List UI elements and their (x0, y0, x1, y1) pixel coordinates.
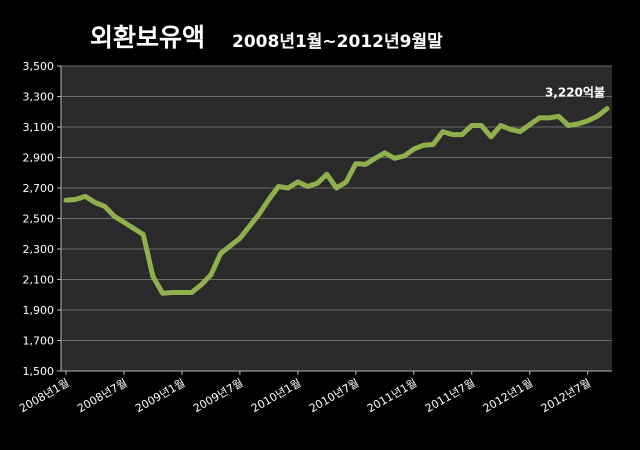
annotations: 3,220억불 (545, 86, 605, 100)
y-tick-label: 3,500 (23, 60, 55, 73)
x-tick-label: 2008년1월 (17, 376, 71, 415)
y-tick-label: 3,100 (23, 121, 55, 134)
y-tick-label: 1,500 (23, 365, 55, 378)
data-point (363, 162, 368, 167)
data-point (247, 224, 252, 229)
x-tick-label: 2011년7월 (423, 376, 477, 415)
y-tick-label: 1,700 (23, 335, 55, 348)
data-point (431, 142, 436, 147)
series-group (63, 106, 610, 296)
data-point (460, 132, 465, 137)
data-point (518, 129, 523, 134)
x-tick-label: 2012년7월 (539, 376, 593, 415)
data-point (547, 115, 552, 120)
data-point (208, 272, 213, 277)
data-point (324, 172, 329, 177)
data-point (305, 184, 310, 189)
data-point (237, 236, 242, 241)
data-point (373, 156, 378, 161)
data-point (556, 114, 561, 119)
data-point (353, 161, 358, 166)
data-point (508, 127, 513, 132)
data-point (121, 220, 126, 225)
data-point (585, 118, 590, 123)
data-point (595, 114, 600, 119)
data-point (450, 132, 455, 137)
data-point (102, 204, 107, 209)
y-tick-label: 2,900 (23, 152, 55, 165)
x-tick-label: 2009년7월 (191, 376, 245, 415)
data-point (469, 123, 474, 128)
data-point (189, 290, 194, 295)
data-point (402, 153, 407, 158)
x-axis: 2008년1월 2008년7월 2009년1월 2009년7월 2010년1월 2010년… (17, 370, 612, 415)
chart-title: 외환보유액 (90, 23, 206, 52)
chart-subtitle: 2008년1월~2012년9월말 (232, 32, 443, 52)
data-point (228, 243, 233, 248)
x-tick-label: 2010년7월 (307, 376, 361, 415)
data-point (286, 186, 291, 190)
data-point (131, 226, 136, 231)
data-point (411, 147, 416, 152)
data-point (170, 290, 175, 295)
data-point (344, 179, 349, 184)
data-point (73, 197, 78, 202)
data-point (266, 197, 271, 202)
data-point (382, 150, 387, 155)
data-point (576, 121, 581, 126)
data-point (64, 198, 68, 203)
data-point (141, 232, 146, 237)
data-point (150, 274, 155, 279)
data-point (440, 129, 445, 134)
x-tick-label: 2010년1월 (249, 376, 303, 415)
y-tick-label: 1,900 (23, 304, 55, 317)
y-tick-label: 2,500 (23, 213, 55, 226)
data-point (498, 123, 503, 128)
x-tick-label: 2009년1월 (133, 376, 187, 415)
data-point (199, 282, 204, 287)
data-point (160, 291, 165, 296)
x-tick-label: 2008년7월 (75, 376, 129, 415)
y-tick-label: 2,300 (23, 243, 55, 256)
data-point (566, 123, 571, 128)
data-label: 3,220억불 (545, 86, 605, 100)
data-point (179, 290, 184, 295)
data-point (527, 122, 532, 127)
data-point (421, 143, 426, 148)
y-tick-label: 3,300 (23, 91, 55, 104)
data-point (334, 186, 339, 190)
x-tick-label: 2012년1월 (481, 376, 535, 415)
data-point (276, 184, 281, 189)
data-point (479, 123, 484, 128)
data-point (112, 214, 117, 219)
data-point (392, 156, 397, 161)
y-axis: 1,500 1,700 1,900 2,100 2,300 2,500 2,700 2,900… (23, 60, 62, 378)
data-point (537, 115, 542, 120)
data-point (489, 134, 494, 139)
data-point (257, 211, 262, 216)
data-point (605, 106, 609, 111)
x-tick-label: 2011년1월 (365, 376, 419, 415)
data-point (218, 251, 223, 256)
data-point (83, 194, 88, 199)
data-point (92, 200, 97, 205)
y-tick-label: 2,100 (23, 274, 55, 287)
data-point (295, 179, 300, 184)
gridlines (61, 65, 612, 372)
data-point (315, 181, 320, 186)
y-tick-label: 2,700 (23, 182, 55, 195)
